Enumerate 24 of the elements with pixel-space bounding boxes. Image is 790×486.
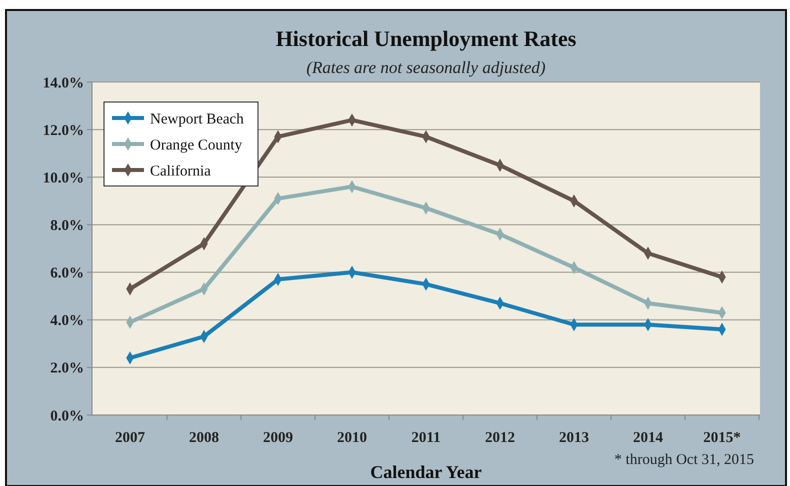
chart-subtitle: (Rates are not seasonally adjusted) — [306, 58, 546, 77]
x-tick-label: 2011 — [411, 430, 441, 446]
x-tick-label: 2014 — [633, 430, 664, 446]
y-tick-label: 14.0% — [42, 75, 84, 92]
x-tick-label: 2012 — [485, 430, 515, 446]
x-tick-label: 2015* — [703, 430, 741, 446]
text: * through Oct 31, 2015 — [614, 452, 754, 468]
legend-label: Newport Beach — [150, 111, 244, 128]
y-tick-label: 10.0% — [42, 170, 84, 186]
y-tick-label: 0.0% — [50, 408, 84, 424]
x-axis-title: Calendar Year — [370, 462, 482, 482]
y-tick-label: 6.0% — [50, 266, 84, 282]
x-tick-label: 2010 — [337, 430, 367, 446]
y-tick-label: 8.0% — [50, 218, 84, 234]
x-tick-label: 2009 — [263, 430, 293, 446]
x-tick-label: 2007 — [115, 430, 146, 446]
chart-title: Historical Unemployment Rates — [276, 26, 577, 51]
y-tick-label: 2.0% — [50, 360, 84, 377]
y-tick-label: 12.0% — [42, 122, 84, 139]
legend-label: California — [150, 163, 212, 180]
x-tick-label: 2013 — [559, 430, 589, 446]
x-tick-label: 2008 — [189, 430, 219, 446]
legend-label: Orange County — [150, 137, 243, 154]
y-tick-label: 4.0% — [50, 313, 84, 330]
